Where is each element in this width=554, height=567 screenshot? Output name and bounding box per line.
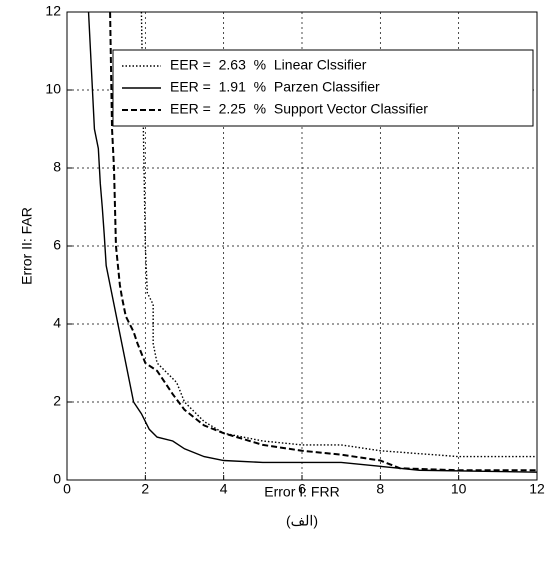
x-tick-label: 4 — [220, 481, 228, 497]
series-line — [140, 11, 537, 458]
x-tick-label: 0 — [63, 481, 71, 497]
legend-box — [112, 49, 534, 127]
x-tick-label: 6 — [298, 481, 306, 497]
x-tick-label: 10 — [451, 481, 467, 497]
y-tick-label: 0 — [53, 471, 61, 487]
x-tick-label: 12 — [529, 481, 545, 497]
legend-label: EER = 2.25 % Support Vector Classifier — [170, 101, 428, 117]
x-tick-label: 2 — [141, 481, 149, 497]
y-tick-label: 8 — [53, 159, 61, 175]
legend-label: EER = 2.63 % Linear Clssifier — [170, 57, 367, 73]
y-tick-label: 2 — [53, 393, 61, 409]
series-line — [87, 11, 538, 473]
legend-label: EER = 1.91 % Parzen Classifier — [170, 79, 380, 95]
y-tick-label: 10 — [45, 81, 61, 97]
caption: (الف) — [286, 513, 318, 529]
y-tick-label: 4 — [53, 315, 61, 331]
x-tick-label: 8 — [376, 481, 384, 497]
series-line — [109, 11, 537, 472]
y-tick-label: 12 — [45, 3, 61, 19]
x-axis-label: Error I: FRR — [264, 484, 339, 500]
y-axis-label: Error II: FAR — [19, 207, 35, 285]
plot-frame — [66, 11, 538, 481]
y-tick-label: 6 — [53, 237, 61, 253]
